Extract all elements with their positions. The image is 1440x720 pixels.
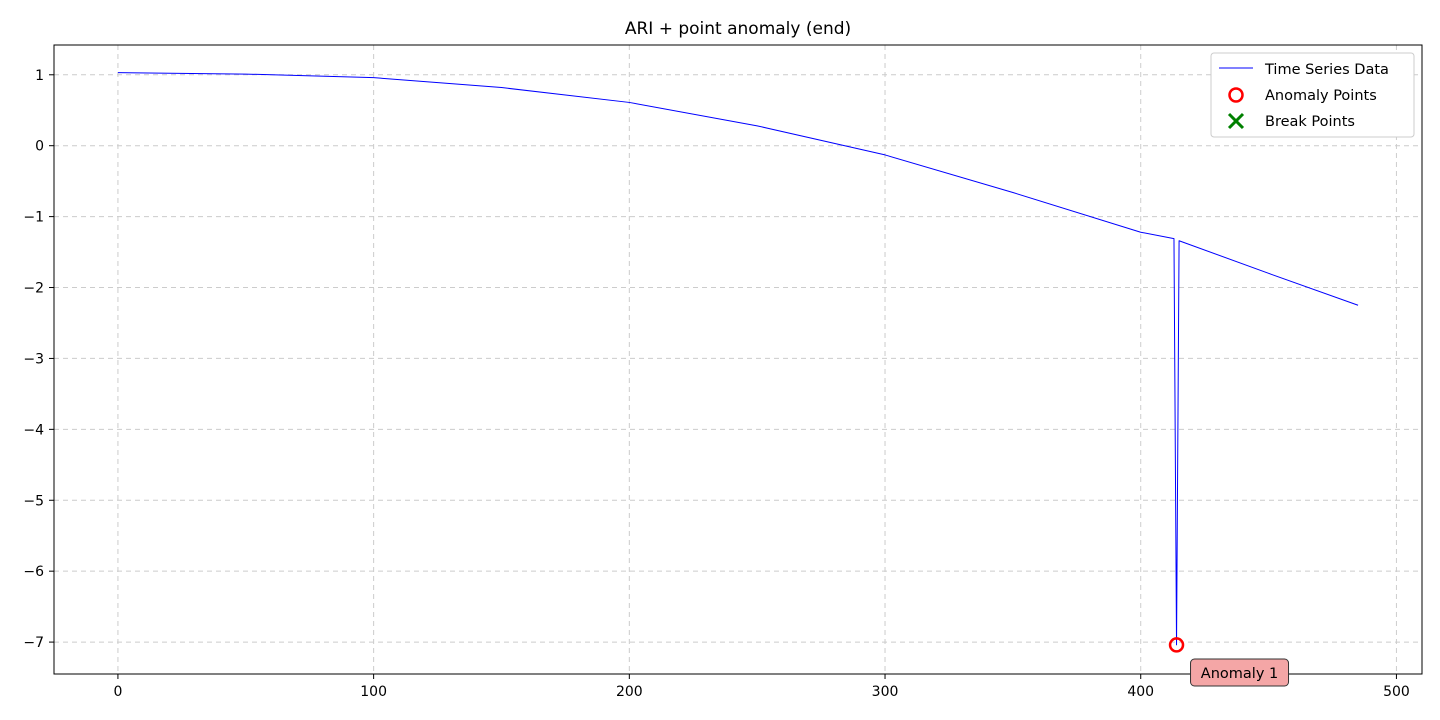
x-tick-label: 400 [1127, 684, 1154, 700]
legend: Time Series Data Anomaly Points Break Po… [1210, 52, 1415, 138]
y-tick-label: −4 [23, 422, 44, 438]
y-tick-label: 0 [35, 139, 44, 155]
x-axis: 0 100 200 300 400 500 [113, 674, 1410, 700]
y-tick-label: −6 [23, 564, 44, 580]
x-tick-label: 200 [616, 684, 643, 700]
grid [54, 45, 1422, 674]
legend-anomaly-swatch [1228, 87, 1244, 103]
x-tick-label: 500 [1383, 684, 1410, 700]
y-tick-label: 1 [35, 68, 44, 84]
y-tick-label: −3 [23, 351, 44, 367]
legend-frame [1210, 52, 1415, 138]
anomaly-point [1168, 637, 1185, 653]
chart-title: ARI + point anomaly (end) [625, 19, 851, 39]
y-tick-label: −7 [23, 635, 44, 651]
legend-label-series: Time Series Data [1264, 62, 1389, 78]
legend-label-anomaly: Anomaly Points [1265, 88, 1377, 104]
y-tick-label: −5 [23, 493, 44, 509]
x-tick-label: 300 [872, 684, 899, 700]
series-line [117, 72, 1359, 646]
x-tick-label: 0 [113, 684, 122, 700]
x-tick-label: 100 [360, 684, 387, 700]
legend-break-swatch [1227, 112, 1245, 130]
annotation-box [1190, 658, 1290, 687]
series-layer [117, 72, 1359, 646]
annotation: Anomaly 1 [1190, 658, 1290, 687]
legend-label-break: Break Points [1265, 114, 1355, 130]
y-axis: 1 0 −1 −2 −3 −4 −5 −6 −7 [23, 68, 54, 651]
anomaly-markers [1168, 637, 1185, 653]
y-tick-label: −2 [23, 281, 44, 297]
annotation-label: Anomaly 1 [1201, 666, 1278, 682]
y-tick-label: −1 [23, 210, 44, 226]
plot-frame [53, 44, 1423, 675]
